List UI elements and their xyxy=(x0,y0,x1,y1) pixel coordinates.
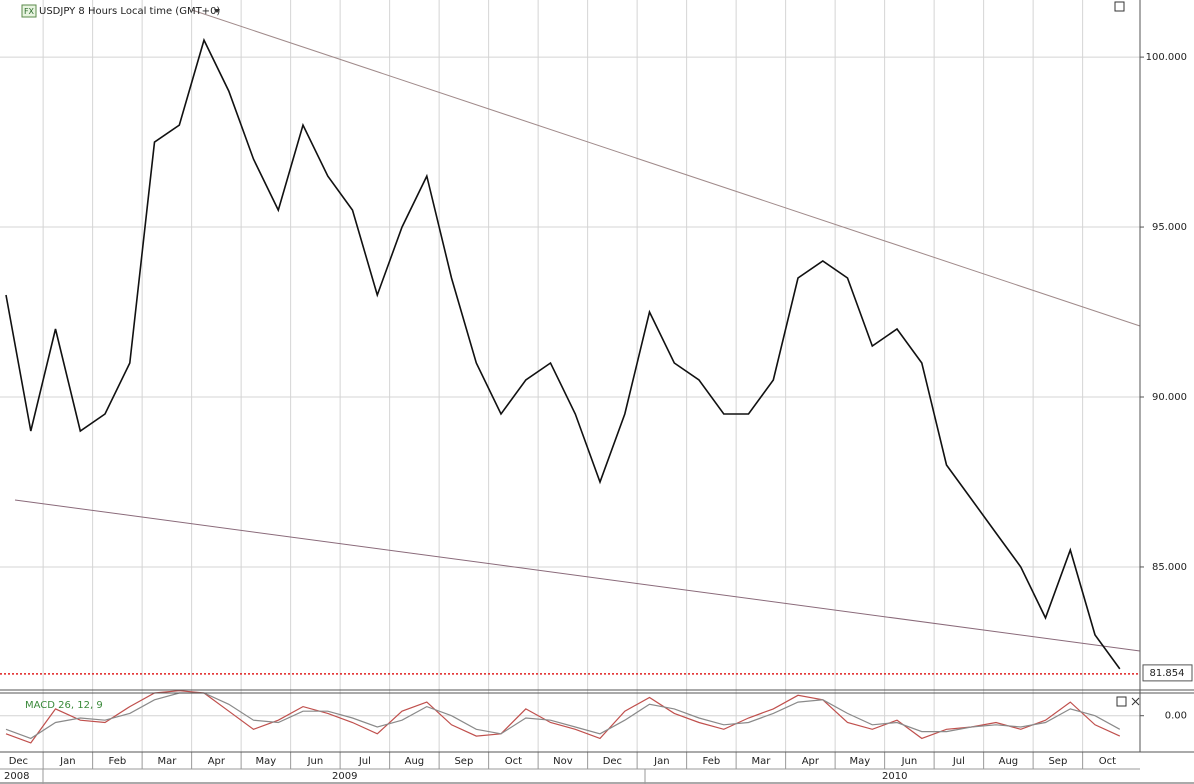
x-tick-label: Apr xyxy=(208,756,226,767)
y-tick-label: 85.000 xyxy=(1152,562,1187,573)
x-tick-label: Jan xyxy=(59,756,75,767)
x-tick-label: Sep xyxy=(1048,756,1067,767)
series-line xyxy=(5,37,1121,670)
x-tick-label: Mar xyxy=(751,756,771,767)
y-tick-label: 0.00 xyxy=(1165,711,1187,722)
last-price-label: 81.854 xyxy=(1150,668,1185,679)
macd-title: MACD 26, 12, 9 xyxy=(25,700,103,711)
x-tick-label: Jun xyxy=(307,756,324,767)
lower-trendline xyxy=(14,499,1141,652)
last-price-box xyxy=(1142,664,1193,682)
x-tick-label: Nov xyxy=(553,756,573,767)
close-button[interactable] xyxy=(1131,697,1140,706)
year-label: 2010 xyxy=(882,771,907,782)
x-tick-label: Jul xyxy=(952,756,965,767)
fx-badge xyxy=(21,4,37,18)
x-tick-label: Apr xyxy=(802,756,820,767)
upper-trendline xyxy=(191,9,1141,327)
x-tick-label: Mar xyxy=(157,756,177,767)
x-tick-label: Oct xyxy=(1099,756,1116,767)
x-tick-label: Dec xyxy=(603,756,622,767)
x-tick-label: Jun xyxy=(901,756,918,767)
x-tick-label: May xyxy=(850,756,871,767)
x-tick-label: Feb xyxy=(703,756,721,767)
x-tick-label: Sep xyxy=(454,756,473,767)
year-label: 2009 xyxy=(332,771,357,782)
y-tick-label: 95.000 xyxy=(1152,222,1187,233)
x-tick-label: Dec xyxy=(9,756,28,767)
x-tick-label: May xyxy=(256,756,277,767)
title-dropdown[interactable] xyxy=(214,9,220,13)
maximize-button[interactable] xyxy=(1114,1,1125,12)
y-tick-label: 100.000 xyxy=(1146,52,1187,63)
x-tick-label: Aug xyxy=(999,756,1019,767)
x-tick-label: Aug xyxy=(405,756,425,767)
grid xyxy=(0,0,1140,769)
year-label: 2008 xyxy=(4,771,29,782)
x-tick-label: Jul xyxy=(358,756,371,767)
x-tick-label: Jan xyxy=(653,756,669,767)
series-line xyxy=(5,690,1121,744)
fx-badge-text: FX xyxy=(24,7,35,16)
chart-title: USDJPY 8 Hours Local time (GMT+0) xyxy=(39,6,220,17)
x-tick-label: Feb xyxy=(109,756,127,767)
maximize-button[interactable] xyxy=(1116,696,1127,707)
y-tick-label: 90.000 xyxy=(1152,392,1187,403)
x-tick-label: Oct xyxy=(505,756,522,767)
